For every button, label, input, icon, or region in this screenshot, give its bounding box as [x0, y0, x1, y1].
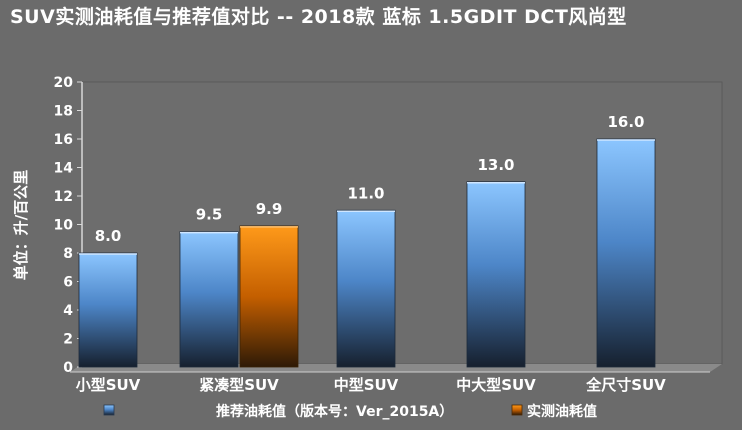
y-tick-label: 4	[63, 303, 73, 319]
y-tick-label: 6	[63, 275, 73, 291]
y-tick-label: 0	[63, 360, 73, 376]
value-label-recommended: 11.0	[347, 184, 384, 202]
y-tick-label: 8	[63, 246, 73, 262]
bar-recommended	[596, 138, 656, 368]
value-label-measured: 9.9	[256, 200, 283, 218]
y-tick-label: 12	[54, 189, 73, 205]
value-label-recommended: 9.5	[196, 206, 223, 224]
y-axis-label: 单位：升/百公里	[12, 170, 30, 280]
value-label-recommended: 13.0	[477, 156, 514, 174]
y-tick-label: 2	[63, 332, 73, 348]
x-tick-label: 紧凑型SUV	[199, 376, 279, 394]
bar-recommended	[336, 209, 396, 368]
bar-recommended	[179, 231, 239, 368]
y-tick-label: 16	[54, 132, 73, 148]
bar-measured	[239, 225, 299, 368]
y-tick-label: 20	[54, 75, 74, 91]
chart-title: SUV实测油耗值与推荐值对比 -- 2018款 蓝标 1.5GDIT DCT风尚…	[10, 6, 627, 28]
x-tick-label: 全尺寸SUV	[585, 376, 666, 394]
legend-label-measured: 实测油耗值	[527, 403, 597, 420]
x-tick-label: 小型SUV	[76, 376, 141, 394]
y-tick-label: 18	[54, 104, 73, 120]
legend-swatch-recommended	[103, 404, 115, 416]
legend-swatch-measured	[511, 404, 523, 416]
bar-recommended	[78, 252, 138, 368]
x-tick-label: 中大型SUV	[456, 376, 536, 394]
x-tick-label: 中型SUV	[334, 376, 399, 394]
value-label-recommended: 8.0	[95, 227, 122, 245]
value-label-recommended: 16.0	[607, 113, 644, 131]
y-tick-label: 14	[54, 161, 74, 177]
legend-label-recommended: 推荐油耗值（版本号：Ver_2015A）	[216, 403, 453, 420]
y-tick-label: 10	[54, 218, 74, 234]
bar-recommended	[466, 181, 526, 368]
